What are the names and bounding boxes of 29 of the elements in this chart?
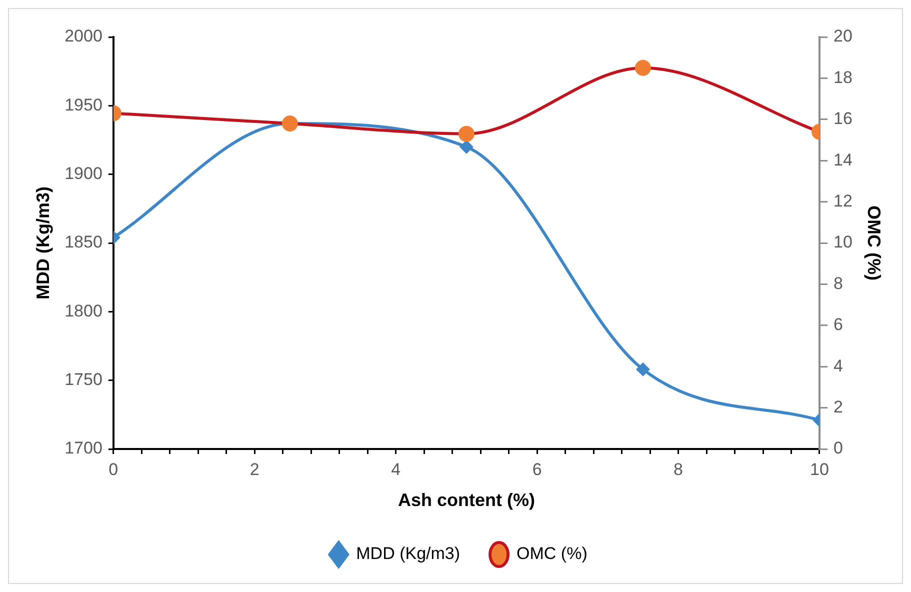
- y-tick-label: 1850: [64, 232, 102, 252]
- x-tick-label: 10: [810, 460, 829, 479]
- y2-tick-label: 2: [833, 397, 843, 416]
- y2-axis-title: OMC (%): [864, 206, 884, 280]
- x-tick-label: 0: [108, 460, 118, 479]
- legend-label: MDD (Kg/m3): [356, 544, 460, 564]
- x-tick-label: 4: [391, 460, 401, 479]
- y2-tick-label: 0: [833, 438, 843, 458]
- y2-tick-label: 10: [833, 232, 852, 252]
- y2-tick-label: 4: [833, 356, 843, 376]
- x-tick-label: 2: [250, 460, 260, 479]
- y-tick-label: 1800: [64, 301, 102, 320]
- y-tick-label: 1950: [64, 95, 102, 114]
- y2-tick-label: 16: [833, 109, 852, 128]
- y2-tick-label: 14: [833, 150, 852, 170]
- y-axis-title: MDD (Kg/m3): [32, 186, 53, 300]
- y-tick-label: 1750: [64, 370, 102, 390]
- y2-tick-label: 20: [833, 26, 852, 46]
- legend-label: OMC (%): [516, 544, 588, 564]
- x-tick-label: 6: [532, 460, 542, 479]
- x-axis-title: Ash content (%): [398, 490, 535, 510]
- y-tick-label: 1700: [64, 438, 102, 458]
- y-tick-label: 2000: [64, 26, 102, 46]
- y2-tick-label: 12: [833, 191, 852, 210]
- y2-tick-label: 6: [833, 315, 843, 334]
- x-tick-label: 8: [674, 460, 684, 479]
- y2-tick-label: 8: [833, 274, 843, 293]
- y2-tick-label: 18: [833, 68, 852, 87]
- y-tick-label: 1900: [64, 164, 102, 184]
